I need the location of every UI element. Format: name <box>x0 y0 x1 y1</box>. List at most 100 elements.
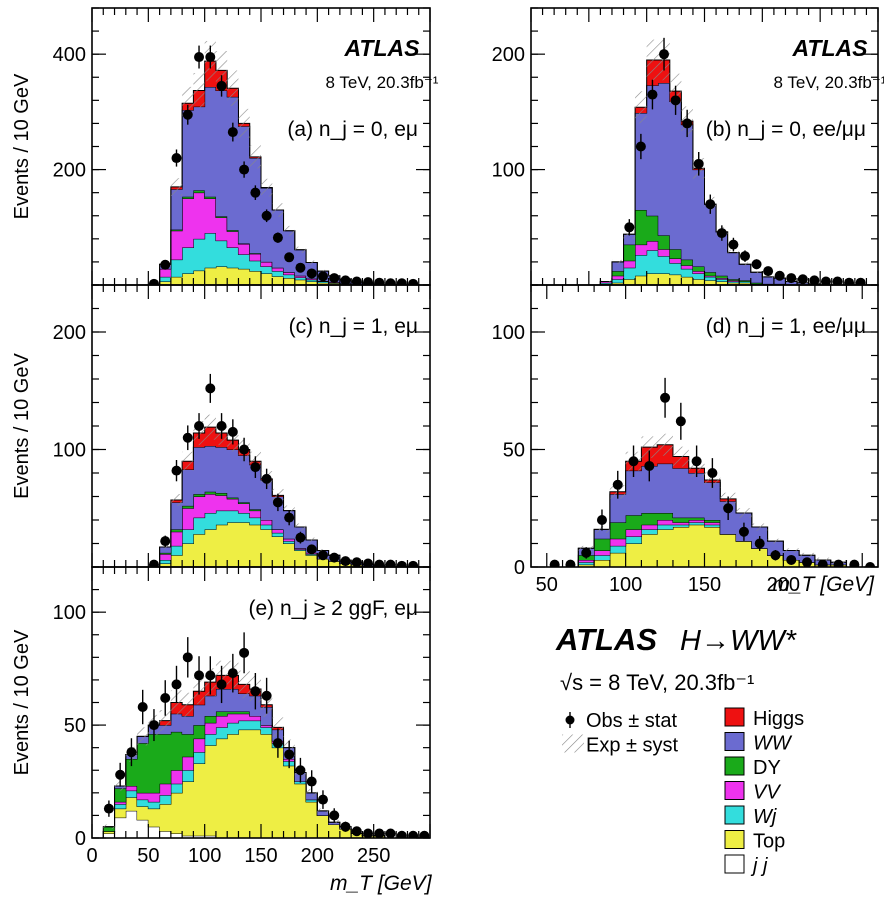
observed-points-e <box>103 632 430 838</box>
obs-point-b-6 <box>693 158 704 169</box>
obs-point-d-4 <box>612 479 623 490</box>
obs-point-a-3 <box>182 109 193 120</box>
obs-point-b-7 <box>705 199 716 210</box>
ylabel-c: Events / 10 GeV <box>11 353 33 499</box>
xtick-label-e-0: 0 <box>86 845 97 867</box>
plot-area-c <box>148 373 419 567</box>
obs-point-e-16 <box>284 749 295 760</box>
obs-point-e-22 <box>351 826 362 837</box>
legend-label-higgs: Higgs <box>753 708 804 730</box>
obs-point-a-11 <box>272 232 283 243</box>
energy-label-b: 8 TeV, 20.3fb⁻¹ <box>774 73 884 92</box>
xtick-label-e-2: 100 <box>188 845 221 867</box>
obs-point-c-4 <box>194 421 205 431</box>
obs-point-d-2 <box>581 547 592 558</box>
stack-a-wj <box>148 233 419 285</box>
stack-b-ww <box>588 83 867 285</box>
obs-point-b-2 <box>647 89 658 100</box>
obs-point-d-20 <box>865 562 876 567</box>
obs-point-e-5 <box>160 692 171 703</box>
obs-point-b-13 <box>774 270 785 281</box>
obs-point-c-17 <box>340 556 351 567</box>
obs-point-a-15 <box>317 271 328 282</box>
obs-point-c-5 <box>205 383 216 394</box>
x-axis-label-left: m_T [GeV] <box>330 872 433 895</box>
obs-point-c-15 <box>317 550 328 561</box>
big-process-label: H→WW* <box>680 625 798 657</box>
obs-point-a-12 <box>284 252 295 263</box>
legend-swatch-jj <box>724 854 745 874</box>
obs-point-b-11 <box>751 259 762 270</box>
syst-band-b <box>600 39 821 285</box>
obs-point-e-28 <box>419 830 430 838</box>
obs-point-a-10 <box>261 210 272 221</box>
stack-c-top <box>148 522 419 567</box>
syst-band-e <box>103 660 385 838</box>
obs-point-b-18 <box>832 276 843 285</box>
ytick-label-c-0: 100 <box>53 440 86 462</box>
obs-point-e-17 <box>295 765 306 776</box>
legend-swatch-dy <box>724 756 745 776</box>
xtick-label-d-1: 100 <box>609 574 642 596</box>
obs-point-b-16 <box>809 275 820 285</box>
obs-point-e-27 <box>408 830 419 838</box>
obs-point-e-23 <box>363 828 374 838</box>
panel-label-b: (b) n_j = 0, ee/μμ <box>706 118 866 141</box>
obs-point-e-14 <box>261 690 272 701</box>
obs-point-e-10 <box>216 679 227 690</box>
obs-point-a-21 <box>385 278 396 285</box>
obs-point-a-13 <box>295 262 306 273</box>
big-energy-label: √s = 8 TeV, 20.3fb⁻¹ <box>560 670 754 695</box>
legend-label-top: Top <box>753 831 785 853</box>
obs-point-d-15 <box>786 554 797 565</box>
obs-point-c-20 <box>374 559 385 567</box>
obs-point-a-20 <box>374 277 385 285</box>
ytick-label-e-0: 0 <box>75 828 86 850</box>
stack-e-jj <box>103 810 430 838</box>
energy-label-a: 8 TeV, 20.3fb⁻¹ <box>326 73 439 92</box>
obs-point-a-5 <box>205 52 216 63</box>
panel-a: 200 400 Events / 10 GeV (a) n_j = 0, eμ ATLA… <box>11 7 439 286</box>
obs-point-d-5 <box>628 456 639 467</box>
obs-point-d-10 <box>707 468 718 478</box>
stack-c-wj <box>148 510 419 567</box>
atlas-label-a: ATLAS <box>344 35 421 61</box>
observed-points-b <box>624 37 866 285</box>
obs-point-e-3 <box>137 702 148 713</box>
obs-point-c-9 <box>250 462 261 473</box>
atlas-label-b: ATLAS <box>792 35 869 61</box>
obs-point-d-8 <box>675 416 686 427</box>
stack-d-dy <box>546 512 878 567</box>
obs-point-b-14 <box>786 273 797 284</box>
obs-point-d-17 <box>817 559 828 567</box>
obs-point-e-25 <box>385 828 396 838</box>
obs-point-e-8 <box>194 670 205 681</box>
obs-point-c-0 <box>148 559 159 567</box>
xtick-label-e-3: 150 <box>244 845 277 867</box>
obs-point-e-15 <box>272 738 283 749</box>
obs-point-e-9 <box>205 670 216 681</box>
legend-swatch-higgs <box>724 707 745 727</box>
obs-point-a-1 <box>160 259 171 270</box>
obs-point-a-19 <box>363 277 374 285</box>
obs-point-a-16 <box>329 273 340 284</box>
panel-label-a: (a) n_j = 0, eμ <box>287 118 418 141</box>
observed-points-a <box>148 45 419 285</box>
big-caption: ATLAS H→WW* √s = 8 TeV, 20.3fb⁻¹ <box>555 622 798 695</box>
obs-point-c-21 <box>385 559 396 567</box>
stack-e-dy <box>103 711 430 838</box>
syst-band-c <box>159 414 385 567</box>
ytick-label-d-1: 50 <box>503 440 525 462</box>
obs-point-a-23 <box>408 278 419 285</box>
obs-point-e-12 <box>239 647 250 658</box>
obs-point-c-13 <box>295 532 306 543</box>
legend-label-vv: VV <box>753 782 781 804</box>
legend-swatch-ww <box>724 732 745 751</box>
stack-d-top <box>546 524 878 567</box>
ytick-label-a-1: 400 <box>53 44 86 66</box>
panel-label-e: (e) n_j ≥ 2 ggF, eμ <box>248 597 418 620</box>
obs-point-d-1 <box>565 559 576 567</box>
obs-point-c-19 <box>363 558 374 567</box>
panel-label-d: (d) n_j = 1, ee/μμ <box>706 315 866 338</box>
